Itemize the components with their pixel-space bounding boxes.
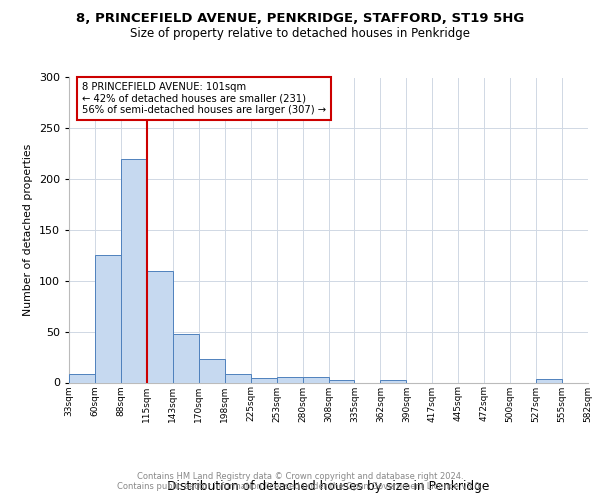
Bar — [251, 378, 277, 382]
Bar — [173, 334, 199, 382]
Bar — [199, 359, 224, 382]
Bar — [69, 374, 95, 382]
Bar — [225, 374, 251, 382]
Text: Size of property relative to detached houses in Penkridge: Size of property relative to detached ho… — [130, 28, 470, 40]
X-axis label: Distribution of detached houses by size in Penkridge: Distribution of detached houses by size … — [167, 480, 490, 493]
Bar — [121, 159, 147, 382]
Text: Contains HM Land Registry data © Crown copyright and database right 2024.: Contains HM Land Registry data © Crown c… — [137, 472, 463, 481]
Bar — [95, 256, 121, 382]
Bar — [380, 380, 406, 382]
Bar — [147, 270, 173, 382]
Text: Contains public sector information licensed under the Open Government Licence v3: Contains public sector information licen… — [118, 482, 482, 491]
Bar — [302, 378, 329, 382]
Text: 8, PRINCEFIELD AVENUE, PENKRIDGE, STAFFORD, ST19 5HG: 8, PRINCEFIELD AVENUE, PENKRIDGE, STAFFO… — [76, 12, 524, 26]
Bar — [277, 378, 302, 382]
Bar — [329, 380, 355, 382]
Y-axis label: Number of detached properties: Number of detached properties — [23, 144, 33, 316]
Bar — [536, 380, 562, 382]
Text: 8 PRINCEFIELD AVENUE: 101sqm
← 42% of detached houses are smaller (231)
56% of s: 8 PRINCEFIELD AVENUE: 101sqm ← 42% of de… — [82, 82, 326, 116]
